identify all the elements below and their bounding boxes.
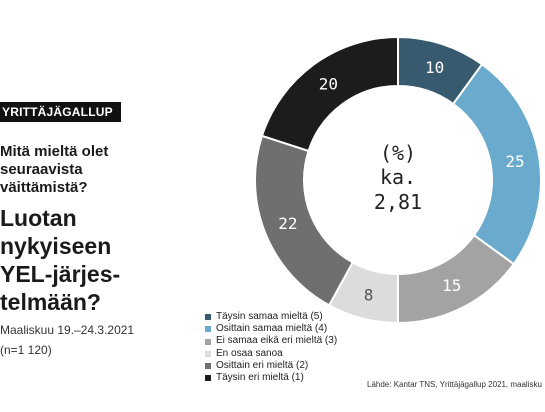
gallup-badge: YRITTÄJÄGALLUP (0, 102, 121, 122)
legend-swatch (205, 375, 211, 382)
donut-slice (451, 62, 542, 266)
legend-swatch (205, 326, 211, 333)
legend-swatch (205, 314, 211, 321)
question-line: seuraavista (0, 161, 83, 178)
legend-label: Osittain eri mieltä (2) (216, 359, 309, 371)
legend-label: Ei samaa eikä eri mieltä (3) (216, 335, 338, 347)
legend-item: Osittain samaa mieltä (4) (205, 323, 337, 335)
legend-label: Täysin eri mieltä (1) (216, 372, 304, 384)
question-line: Mitä mieltä olet (0, 143, 109, 160)
statement-line: nykyiseen (0, 233, 112, 259)
donut-slice (260, 35, 399, 153)
slice-value-label: 20 (319, 75, 338, 94)
donut-center-text: 2,81 (374, 190, 422, 214)
legend-item: Osittain eri mieltä (2) (205, 360, 337, 372)
slice-value-label: 8 (364, 285, 374, 304)
legend-item: Täysin eri mieltä (1) (205, 372, 337, 384)
legend-swatch (205, 350, 211, 357)
source-note: Lähde: Kantar TNS, Yrittäjägallup 2021, … (367, 380, 542, 389)
slice-value-label: 22 (278, 214, 297, 233)
legend-label: Osittain samaa mieltä (4) (216, 323, 328, 335)
statement-line: YEL-järjes- (0, 261, 121, 287)
legend-item: En osaa sanoa (205, 348, 337, 360)
legend-swatch (205, 338, 211, 345)
donut-center-text: ka. (380, 165, 416, 189)
statement-line: telmään? (0, 289, 101, 315)
statement-line: Luotan (0, 205, 77, 231)
slice-value-label: 10 (425, 58, 444, 77)
donut-slice (254, 134, 355, 307)
question: Mitä mieltä olet seuraavista väittämistä… (0, 143, 135, 197)
slice-value-label: 15 (442, 276, 461, 295)
legend: Täysin samaa mieltä (5) Osittain samaa m… (205, 311, 337, 384)
legend-item: Ei samaa eikä eri mieltä (3) (205, 335, 337, 347)
sample-size: (n=1 120) (0, 343, 52, 357)
donut-center-text: (%) (380, 141, 416, 165)
survey-date: Maaliskuu 19.–24.3.2021 (0, 323, 135, 337)
legend-swatch (205, 362, 211, 369)
slice-value-label: 25 (505, 152, 524, 171)
question-line: väittämistä? (0, 179, 88, 196)
legend-label: Täysin samaa mieltä (5) (216, 311, 323, 322)
statement: Luotan nykyiseen YEL-järjes- telmään? (0, 204, 140, 316)
legend-label: En osaa sanoa (216, 347, 283, 359)
legend-item: Täysin samaa mieltä (5) (205, 311, 337, 323)
